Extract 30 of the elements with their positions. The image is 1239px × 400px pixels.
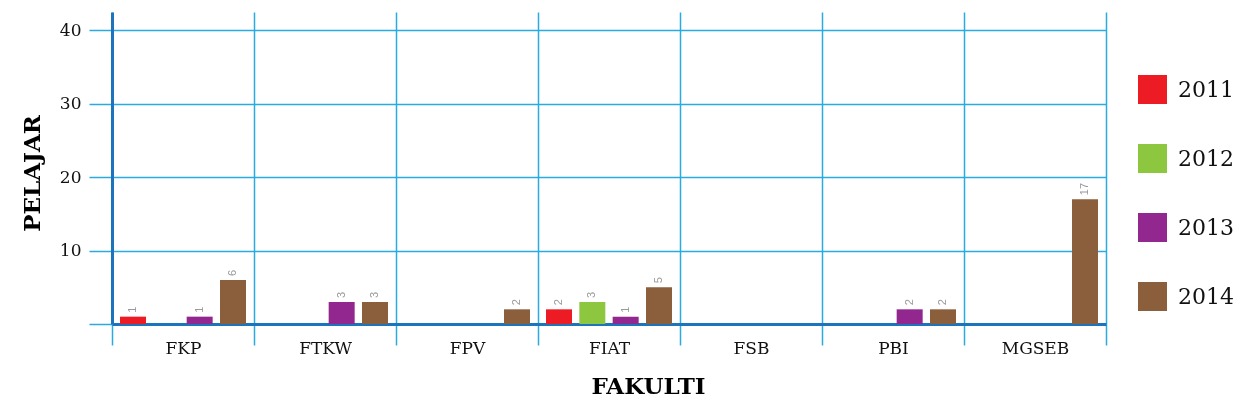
data-label: 1 xyxy=(192,306,205,313)
legend-label: 2014 xyxy=(1178,283,1234,309)
data-label: 5 xyxy=(652,277,664,284)
x-axis-title: FAKULTI xyxy=(591,371,706,399)
x-tick-label: FKP xyxy=(165,337,202,358)
x-tick-label: FPV xyxy=(449,337,486,358)
x-tick-label: MGSEB xyxy=(1001,337,1070,358)
x-tick-label: PBI xyxy=(878,337,909,358)
y-tick-label: 30 xyxy=(59,93,82,114)
data-label: 2 xyxy=(902,299,915,306)
data-label: 1 xyxy=(126,306,138,313)
legend-label: 2011 xyxy=(1178,76,1234,102)
data-label: 3 xyxy=(585,291,598,298)
data-label: 2 xyxy=(510,299,522,306)
data-label: 1 xyxy=(618,306,631,313)
x-tick-label: FSB xyxy=(733,337,770,358)
data-label: 2 xyxy=(552,299,564,306)
data-label: 17 xyxy=(1078,182,1090,196)
y-tick-label: 20 xyxy=(59,166,82,187)
legend-label: 2012 xyxy=(1178,145,1234,171)
y-axis-title: PELAJAR xyxy=(17,114,45,232)
x-tick-label: FTKW xyxy=(299,337,353,358)
data-label: 6 xyxy=(226,269,238,276)
y-tick-label: 40 xyxy=(59,19,82,40)
y-tick-label: 10 xyxy=(59,240,82,261)
data-label: 3 xyxy=(368,291,380,298)
x-tick-label: FIAT xyxy=(588,337,631,358)
data-label: 2 xyxy=(936,299,948,306)
legend-label: 2013 xyxy=(1178,214,1234,240)
data-label: 3 xyxy=(334,291,347,298)
